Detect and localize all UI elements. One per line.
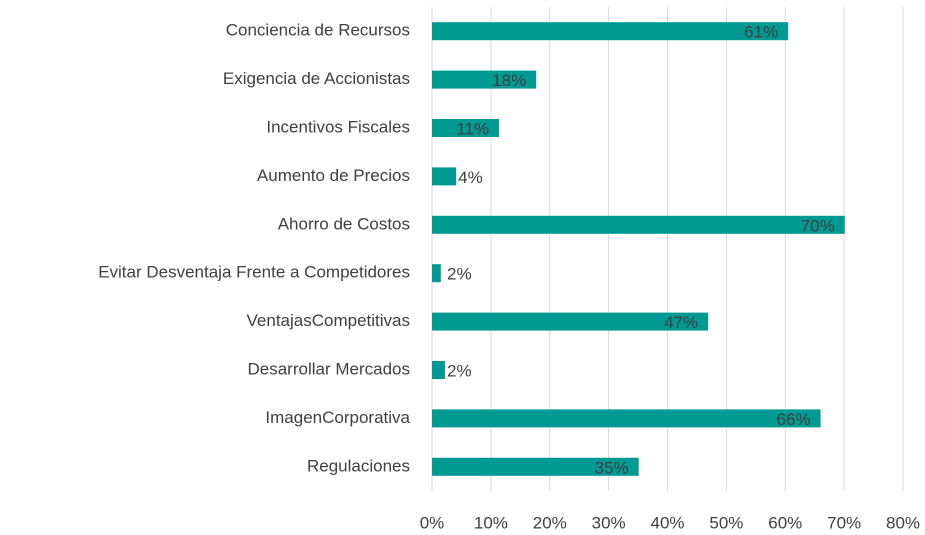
bar bbox=[432, 361, 445, 379]
data-label: 70% bbox=[801, 216, 835, 235]
y-tick-label: Desarrollar Mercados bbox=[248, 359, 411, 378]
data-label: 47% bbox=[664, 313, 698, 332]
bar bbox=[432, 264, 441, 283]
x-tick-label: 50% bbox=[709, 513, 743, 532]
y-tick-label: Incentivos Fiscales bbox=[266, 117, 410, 136]
bar bbox=[432, 167, 457, 186]
y-tick-label: ImagenCorporativa bbox=[265, 408, 410, 427]
x-tick-label: 70% bbox=[827, 513, 861, 532]
x-tick-label: 20% bbox=[533, 513, 567, 532]
data-label: 2% bbox=[447, 361, 472, 380]
y-tick-label: VentajasCompetitivas bbox=[247, 311, 410, 330]
x-tick-label: 10% bbox=[474, 513, 508, 532]
data-label: 18% bbox=[492, 71, 526, 90]
x-tick-label: 80% bbox=[886, 513, 920, 532]
bar bbox=[432, 409, 821, 428]
x-tick-label: 60% bbox=[768, 513, 802, 532]
bar bbox=[432, 457, 639, 476]
x-tick-label: 40% bbox=[650, 513, 684, 532]
y-tick-label: Conciencia de Recursos bbox=[226, 21, 410, 40]
bar bbox=[432, 70, 537, 89]
x-tick-label: 0% bbox=[420, 513, 445, 532]
bar bbox=[432, 215, 845, 234]
y-tick-label: Ahorro de Costos bbox=[278, 214, 410, 233]
data-label: 35% bbox=[595, 458, 629, 477]
y-tick-label: Evitar Desventaja Frente a Competidores bbox=[98, 263, 410, 282]
bar bbox=[432, 119, 500, 137]
data-label: 2% bbox=[447, 265, 472, 284]
x-tick-label: 30% bbox=[592, 513, 626, 532]
data-label: 66% bbox=[777, 410, 811, 429]
y-tick-label: Exigencia de Accionistas bbox=[223, 69, 410, 88]
data-label: 11% bbox=[456, 119, 489, 138]
bar bbox=[432, 22, 789, 41]
data-label: 61% bbox=[744, 23, 778, 42]
data-label: 4% bbox=[458, 168, 483, 187]
y-tick-label: Aumento de Precios bbox=[257, 166, 410, 185]
bar bbox=[432, 312, 709, 331]
y-tick-label: Regulaciones bbox=[307, 456, 410, 475]
